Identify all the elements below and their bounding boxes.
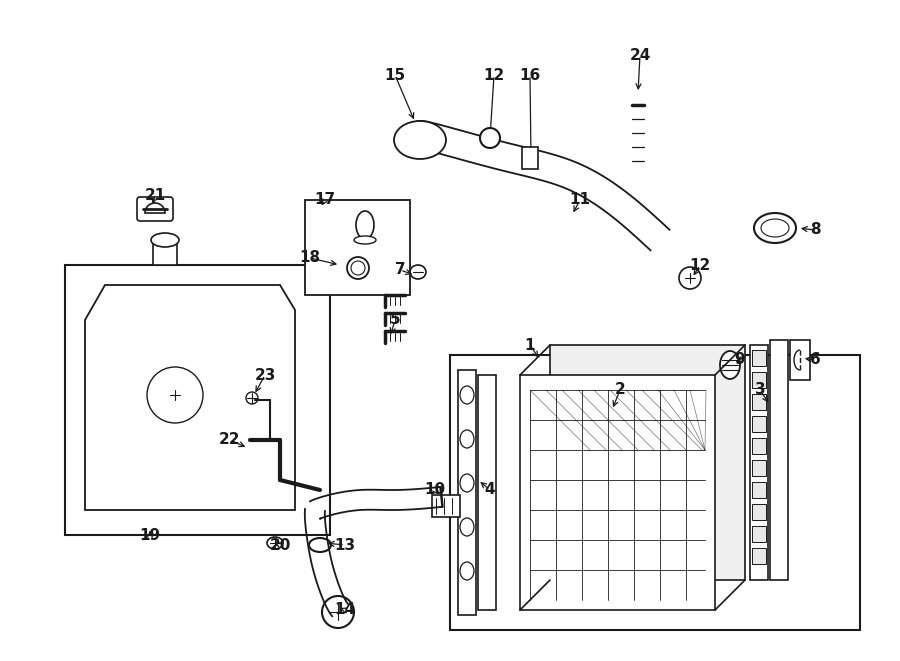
Ellipse shape <box>356 211 374 239</box>
Bar <box>520 375 715 610</box>
Ellipse shape <box>460 518 474 536</box>
Ellipse shape <box>354 236 376 244</box>
Bar <box>752 372 766 388</box>
Text: 24: 24 <box>629 48 651 63</box>
Ellipse shape <box>480 128 500 148</box>
Text: 20: 20 <box>269 537 291 553</box>
Bar <box>752 482 766 498</box>
Ellipse shape <box>460 386 474 404</box>
Bar <box>550 345 745 580</box>
Circle shape <box>147 367 203 423</box>
Bar <box>305 200 410 295</box>
Bar <box>752 548 766 564</box>
Polygon shape <box>85 285 295 510</box>
Ellipse shape <box>761 219 789 237</box>
Ellipse shape <box>394 121 446 159</box>
Text: 10: 10 <box>425 483 446 498</box>
Text: 12: 12 <box>483 67 505 83</box>
Ellipse shape <box>460 562 474 580</box>
Bar <box>752 438 766 454</box>
Text: 21: 21 <box>144 188 166 202</box>
Text: 2: 2 <box>615 383 626 397</box>
Text: 14: 14 <box>335 602 356 617</box>
Bar <box>750 345 768 580</box>
Text: 9: 9 <box>734 352 745 368</box>
Text: 22: 22 <box>220 432 241 447</box>
Text: 5: 5 <box>390 313 400 327</box>
Ellipse shape <box>460 474 474 492</box>
Ellipse shape <box>460 430 474 448</box>
Bar <box>153 240 177 265</box>
Bar <box>432 495 460 517</box>
Text: 13: 13 <box>335 537 356 553</box>
Ellipse shape <box>679 267 701 289</box>
Text: 6: 6 <box>810 352 821 368</box>
Bar <box>770 340 788 580</box>
Bar <box>478 375 496 610</box>
Bar <box>752 416 766 432</box>
Bar <box>65 265 330 535</box>
Text: 3: 3 <box>755 383 765 397</box>
Ellipse shape <box>151 233 179 247</box>
Wedge shape <box>145 203 165 213</box>
Text: 4: 4 <box>485 483 495 498</box>
Circle shape <box>246 392 258 404</box>
Text: 23: 23 <box>255 368 275 383</box>
Text: 18: 18 <box>300 251 320 266</box>
Ellipse shape <box>347 257 369 279</box>
Polygon shape <box>790 340 810 380</box>
FancyBboxPatch shape <box>137 197 173 221</box>
Ellipse shape <box>309 538 331 552</box>
Bar <box>752 350 766 366</box>
Bar <box>752 526 766 542</box>
Text: 17: 17 <box>314 192 336 208</box>
Text: 16: 16 <box>519 67 541 83</box>
Bar <box>458 370 476 615</box>
Text: 7: 7 <box>395 262 405 278</box>
Ellipse shape <box>267 537 283 549</box>
Text: 15: 15 <box>384 67 406 83</box>
Ellipse shape <box>754 213 796 243</box>
Circle shape <box>322 596 354 628</box>
Ellipse shape <box>351 261 365 275</box>
Text: 1: 1 <box>525 338 535 352</box>
Text: 12: 12 <box>689 258 711 272</box>
Bar <box>752 460 766 476</box>
Bar <box>752 504 766 520</box>
Text: 8: 8 <box>810 223 820 237</box>
Ellipse shape <box>720 351 740 379</box>
Bar <box>450 355 860 630</box>
Bar <box>752 394 766 410</box>
Text: 19: 19 <box>140 527 160 543</box>
Bar <box>522 147 538 169</box>
Text: 11: 11 <box>570 192 590 208</box>
Ellipse shape <box>410 265 426 279</box>
